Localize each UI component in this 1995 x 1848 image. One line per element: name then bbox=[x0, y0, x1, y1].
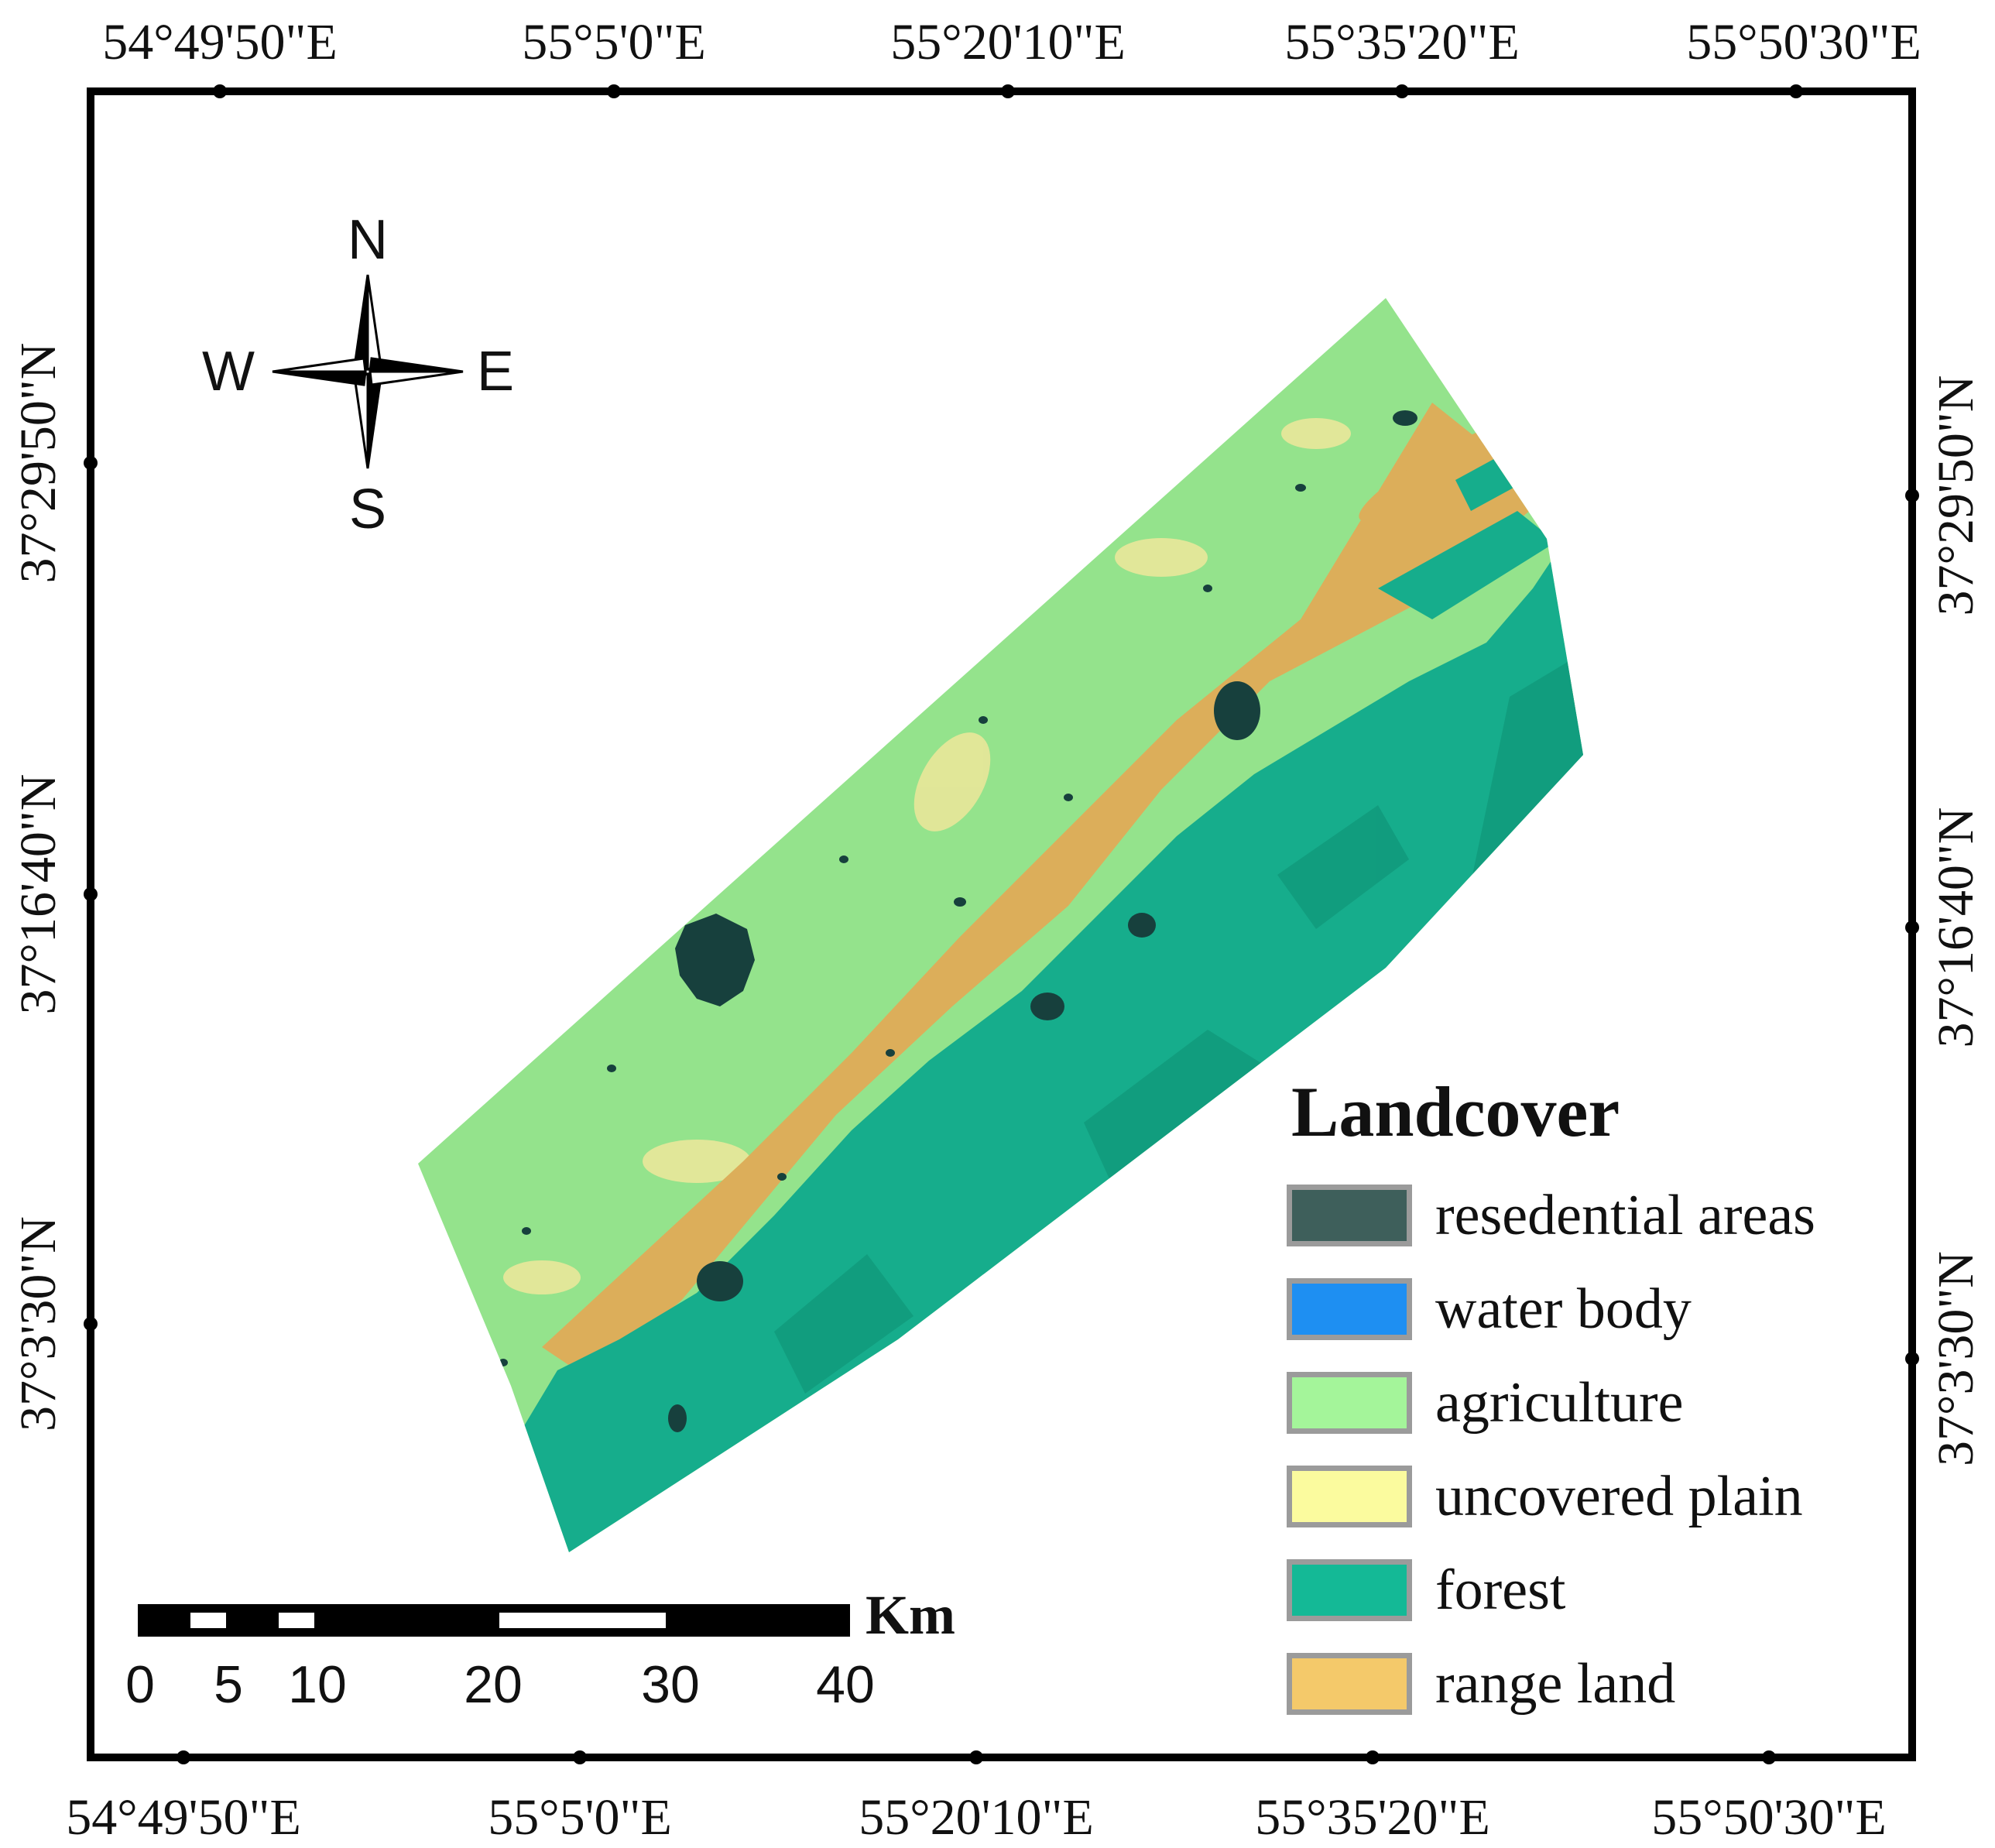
scale-tick-30: 30 bbox=[641, 1655, 700, 1714]
legend-swatch bbox=[1287, 1372, 1412, 1434]
coord-right-3-label: 37°3'30"N bbox=[1928, 1251, 1984, 1466]
legend-item-water: water body bbox=[1287, 1275, 1692, 1343]
compass-south-label: S bbox=[348, 478, 387, 540]
legend-label: forest bbox=[1435, 1558, 1566, 1622]
legend-item-residential: resedential areas bbox=[1287, 1181, 1815, 1250]
scale-tick-20: 20 bbox=[464, 1655, 523, 1714]
scale-unit: Km bbox=[866, 1584, 955, 1646]
scale-tick-40: 40 bbox=[816, 1655, 875, 1714]
legend-swatch bbox=[1287, 1653, 1412, 1715]
coord-left-1-label: 37°29'50"N bbox=[10, 342, 67, 584]
legend-swatch bbox=[1287, 1185, 1412, 1246]
uncovered-plain-patches bbox=[503, 418, 1351, 1294]
residential-patches bbox=[499, 410, 1417, 1432]
compass-east-label: E bbox=[476, 341, 515, 403]
coord-top-2: 55°5'0"E bbox=[522, 14, 706, 70]
coord-bottom-4: 55°35'20"E bbox=[1255, 1789, 1490, 1846]
legend-label: uncovered plain bbox=[1435, 1465, 1803, 1528]
coord-top-5: 55°50'30"E bbox=[1686, 14, 1921, 70]
north-arrow-icon bbox=[272, 274, 464, 469]
coord-right-1-label: 37°29'50"N bbox=[1928, 375, 1984, 616]
legend-swatch bbox=[1287, 1559, 1412, 1621]
legend-label: resedential areas bbox=[1435, 1184, 1815, 1247]
coord-right-2-label: 37°16'40"N bbox=[1928, 807, 1984, 1048]
coord-left-2-label: 37°16'40"N bbox=[10, 773, 67, 1015]
legend-label: range land bbox=[1435, 1652, 1676, 1716]
coord-top-4: 55°35'20"E bbox=[1284, 14, 1520, 70]
legend-label: agriculture bbox=[1435, 1371, 1684, 1435]
legend-item-forest: forest bbox=[1287, 1556, 1566, 1624]
compass-north-label: N bbox=[348, 209, 388, 271]
coord-bottom-5: 55°50'30"E bbox=[1651, 1789, 1887, 1846]
legend-item-uncovered-plain: uncovered plain bbox=[1287, 1462, 1803, 1531]
coord-bottom-3: 55°20'10"E bbox=[859, 1789, 1094, 1846]
legend-item-range-land: range land bbox=[1287, 1650, 1675, 1718]
scale-tick-5: 5 bbox=[214, 1655, 243, 1714]
legend-item-agriculture: agriculture bbox=[1287, 1369, 1684, 1437]
coord-left-3-label: 37°3'30"N bbox=[10, 1216, 67, 1431]
scale-tick-10: 10 bbox=[288, 1655, 347, 1714]
legend-label: water body bbox=[1435, 1277, 1692, 1341]
coord-bottom-2: 55°5'0"E bbox=[488, 1789, 672, 1846]
legend-swatch bbox=[1287, 1466, 1412, 1527]
scale-bar bbox=[138, 1604, 850, 1637]
coord-bottom-1: 54°49'50"E bbox=[66, 1789, 301, 1846]
legend-title: Landcover bbox=[1291, 1072, 1620, 1151]
scale-tick-0: 0 bbox=[125, 1655, 155, 1714]
coord-top-1: 54°49'50"E bbox=[102, 14, 338, 70]
frame-ticks bbox=[84, 84, 1919, 1764]
coord-top-3: 55°20'10"E bbox=[890, 14, 1126, 70]
legend-swatch bbox=[1287, 1278, 1412, 1340]
compass-west-label: W bbox=[202, 341, 255, 403]
